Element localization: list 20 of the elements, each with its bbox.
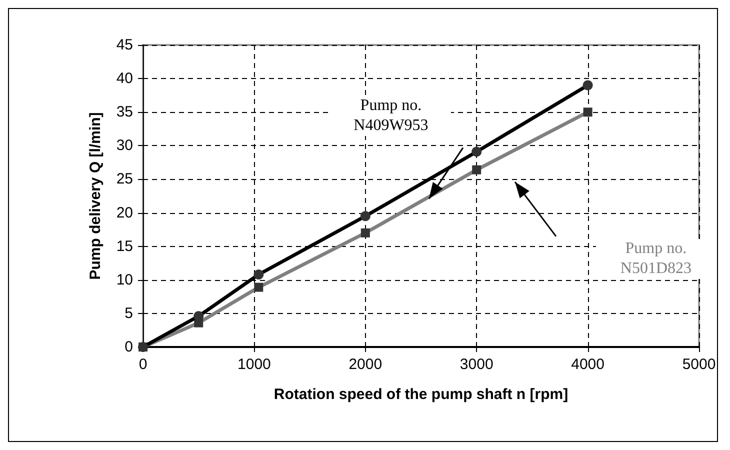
x-tick-label: 2000 bbox=[348, 356, 382, 373]
y-tick-label: 25 bbox=[116, 170, 133, 188]
y-tick-label: 40 bbox=[116, 70, 133, 88]
y-tick-label: 35 bbox=[116, 104, 133, 121]
x-tick-label: 1000 bbox=[238, 356, 271, 373]
x-tick-label: 4000 bbox=[571, 356, 604, 373]
x-tick-label: 0 bbox=[138, 356, 148, 373]
x-tick-label: 3000 bbox=[460, 356, 494, 373]
x-axis-title: Rotation speed of the pump shaft n [rpm] bbox=[274, 386, 568, 403]
y-tick-label: 45 bbox=[116, 36, 133, 54]
y-tick-label: 30 bbox=[116, 137, 133, 154]
y-axis-title: Pump delivery Q [l/min] bbox=[87, 112, 104, 280]
y-tick-label: 15 bbox=[116, 238, 133, 255]
y-tick-label: 10 bbox=[116, 271, 133, 288]
y-tick-label: 5 bbox=[124, 304, 133, 322]
y-tick-label: 0 bbox=[124, 338, 133, 356]
x-tick-label: 5000 bbox=[682, 356, 716, 373]
text: Pump no. N409W953 bbox=[330, 96, 451, 136]
y-tick-label: 20 bbox=[116, 204, 133, 222]
text: Pump no. N501D823 bbox=[596, 239, 716, 280]
